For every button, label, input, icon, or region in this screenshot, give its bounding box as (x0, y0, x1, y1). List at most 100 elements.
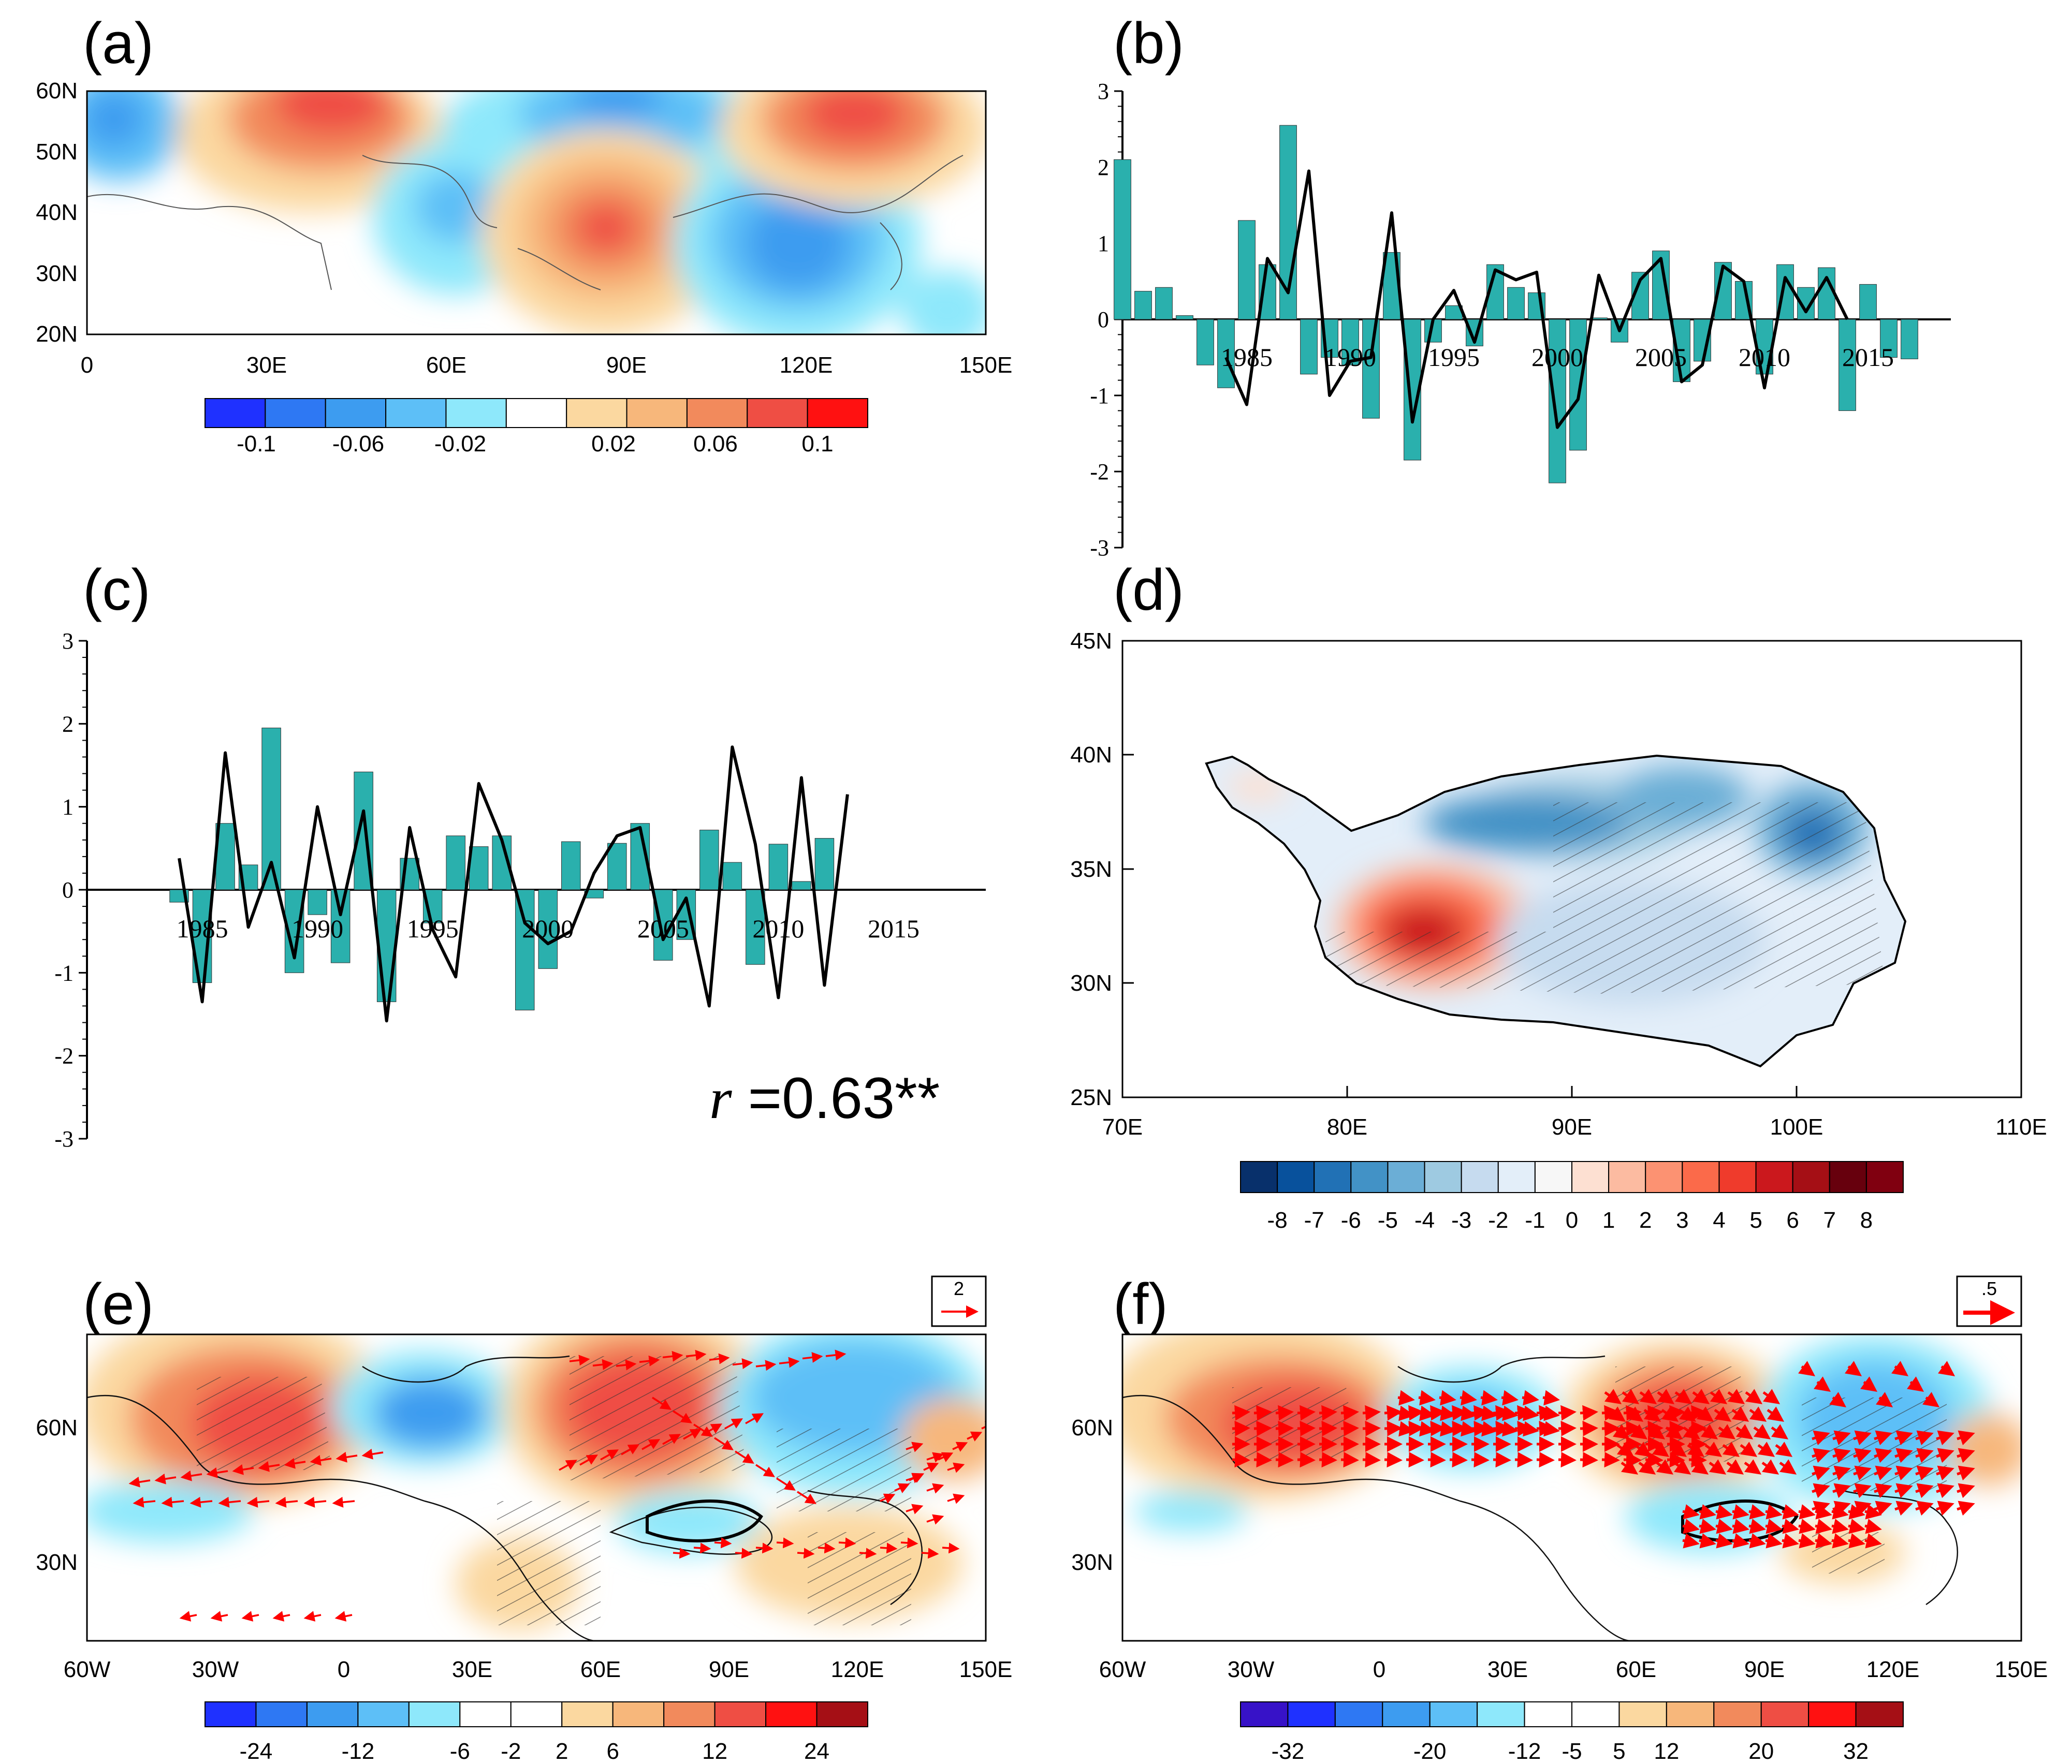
flux-vector (1647, 1424, 1666, 1439)
bar (814, 838, 835, 890)
flux-vector (1682, 1533, 1700, 1549)
panel-e-lon-tick: 0 (338, 1657, 350, 1682)
panel-e-ref-vector-label: 2 (954, 1278, 964, 1299)
colorbar-swatch (663, 1701, 716, 1727)
flux-vector (1891, 1361, 1909, 1376)
panel-a-lon-tick: 60E (426, 352, 466, 378)
flux-vector (1815, 1533, 1832, 1549)
panel-d-lon-tick: 90E (1552, 1114, 1592, 1140)
panel-a-cb-label: -0.06 (332, 431, 384, 457)
flux-vector (1894, 1483, 1913, 1498)
flux-vector (569, 1355, 590, 1366)
flux-vector (1362, 1405, 1381, 1421)
panel-e-lon-tick: 120E (831, 1657, 884, 1682)
colorbar-label: -32 (1272, 1739, 1305, 1764)
colorbar-swatch (1755, 1161, 1793, 1193)
bar (469, 846, 489, 890)
flux-vector (1704, 1442, 1723, 1457)
colorbar-label: -2 (501, 1739, 521, 1764)
flux-vector (1661, 1406, 1679, 1422)
flux-vector (1340, 1405, 1359, 1421)
panel-f-map: .5 60N 30N 60W 30W 0 30E 60E 90E 120E 15… (1071, 1275, 2048, 1764)
flux-vector (1874, 1465, 1892, 1481)
flux-vector (693, 1542, 711, 1554)
colorbar-label: 8 (1860, 1208, 1873, 1233)
y-tick-label: 2 (1098, 155, 1109, 180)
flux-vector (1775, 1442, 1793, 1457)
flux-vector (1439, 1421, 1456, 1437)
colorbar-label: 2 (556, 1739, 568, 1764)
flux-vector (1722, 1442, 1740, 1457)
flux-vector (1782, 1504, 1799, 1520)
flux-vector (1362, 1420, 1381, 1436)
flux-vector (1542, 1421, 1560, 1437)
flux-vector (1812, 1430, 1830, 1446)
flux-vector (1700, 1424, 1718, 1439)
bar (1880, 319, 1898, 358)
flux-vector (1439, 1390, 1456, 1406)
panel-f-lon-tick: 30E (1487, 1657, 1528, 1682)
flux-vector (1735, 1424, 1754, 1439)
colorbar-swatch (686, 398, 748, 428)
flux-vector (776, 1477, 796, 1491)
colorbar-label: 5 (1749, 1208, 1762, 1233)
flux-vector (1542, 1390, 1560, 1406)
flux-vector (1831, 1519, 1849, 1534)
flux-vector (947, 1493, 965, 1504)
colorbar-swatch (1855, 1701, 1904, 1727)
panel-a-lat-tick: 20N (36, 321, 78, 347)
flux-vector (1674, 1389, 1692, 1404)
flux-vector (1744, 1459, 1762, 1475)
flux-vector (1718, 1424, 1736, 1439)
colorbar-swatch (205, 398, 266, 428)
panel-e-map: 2 60N 30N 60W 30W 0 30E 60E 90E 120E 150… (36, 1275, 1012, 1764)
colorbar-swatch (408, 1701, 461, 1727)
colorbar-label: -6 (1341, 1208, 1361, 1233)
colorbar-label: 6 (606, 1739, 619, 1764)
flux-vector (1812, 1448, 1830, 1463)
colorbar-swatch (612, 1701, 665, 1727)
flux-vector (1936, 1465, 1954, 1481)
colorbar-label: 32 (1843, 1739, 1869, 1764)
flux-vector (310, 1454, 332, 1466)
flux-vector (1874, 1430, 1892, 1446)
flux-vector (1621, 1459, 1639, 1475)
flux-vector (133, 1496, 156, 1508)
flux-vector (673, 1548, 691, 1559)
colorbar-swatch (306, 1701, 359, 1727)
panel-label-e: (e) (83, 1272, 154, 1336)
flux-vector (284, 1458, 306, 1469)
flux-vector (1638, 1459, 1656, 1475)
bar (1155, 287, 1173, 320)
flux-vector (180, 1470, 202, 1481)
flux-vector (1798, 1361, 1816, 1376)
flux-vector (1501, 1405, 1519, 1421)
flux-vector (1906, 1376, 1924, 1392)
colorbar-swatch (1524, 1701, 1573, 1727)
flux-vector (1761, 1459, 1779, 1475)
x-tick-label: 1995 (1428, 343, 1480, 372)
flux-vector (1542, 1405, 1560, 1421)
flux-vector (232, 1464, 254, 1475)
flux-vector (1844, 1361, 1862, 1376)
panel-e-lon-tick: 90E (709, 1657, 749, 1682)
panel-a-cb-label: 0.02 (591, 431, 636, 457)
correlation-annotation: r =0.63** (709, 1066, 940, 1131)
y-tick-label: -2 (1090, 459, 1109, 484)
bar (1362, 319, 1380, 419)
flux-vector (1915, 1430, 1934, 1446)
flux-vector (1397, 1405, 1415, 1421)
flux-vector (1853, 1465, 1872, 1481)
flux-vector (906, 1473, 924, 1483)
flux-vector (1253, 1405, 1272, 1421)
colorbar-swatch (1497, 1161, 1536, 1193)
bar (1901, 319, 1918, 359)
flux-vector (1418, 1390, 1436, 1406)
bar (722, 862, 742, 890)
bar (768, 844, 789, 890)
flux-vector (1853, 1501, 1872, 1516)
flux-vector (592, 1359, 614, 1370)
